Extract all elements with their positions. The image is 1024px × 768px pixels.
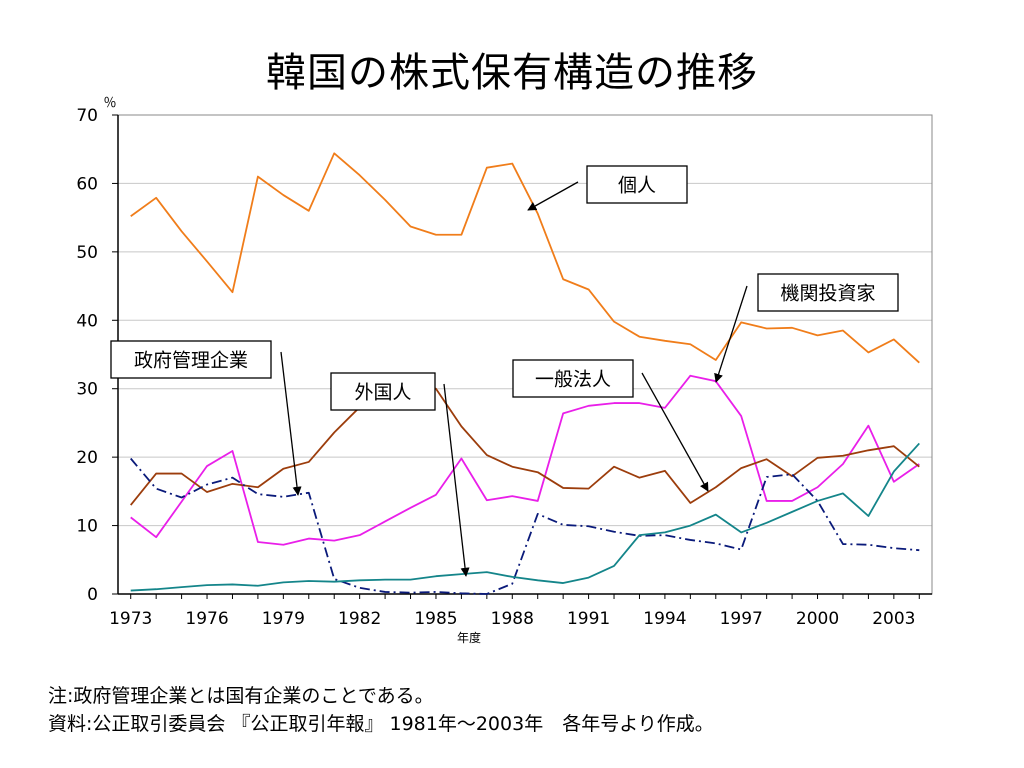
callout-label: 一般法人 <box>535 369 611 391</box>
y-axis-unit: ％ <box>103 96 116 111</box>
series-line-1 <box>130 374 920 546</box>
callout-label: 機関投資家 <box>780 283 875 305</box>
callout-box <box>757 273 899 312</box>
y-tick-label: 40 <box>76 311 98 331</box>
callout-arrow <box>280 351 302 496</box>
x-tick-label: 1994 <box>643 609 686 629</box>
x-tick-label: 1982 <box>338 609 381 629</box>
callout-box <box>586 165 688 204</box>
series-lines <box>130 152 920 595</box>
x-axis-title: 年度 <box>457 630 481 645</box>
series-line-2 <box>130 380 920 506</box>
callout-label: 個人 <box>618 175 656 197</box>
series-line-0 <box>130 152 920 364</box>
x-tick-label: 1976 <box>185 609 228 629</box>
axes: 0 10 20 30 40 50 60 70 1973 1976 1979 1982 1985 1988 1… <box>76 96 932 645</box>
y-tick-label: 10 <box>76 517 98 537</box>
callout-label: 政府管理企業 <box>134 350 248 372</box>
callout-box <box>330 372 436 411</box>
x-tick-label: 1979 <box>262 609 305 629</box>
x-tick-label: 1988 <box>491 609 534 629</box>
callout-arrow <box>527 181 579 211</box>
footnote-definition: 注:政府管理企業とは国有企業のことである。 <box>48 685 434 707</box>
callout-arrow <box>443 383 470 577</box>
callout-box <box>512 359 634 398</box>
callout-label: 外国人 <box>354 382 411 404</box>
callout-box <box>110 340 272 379</box>
footnote-source: 資料:公正取引委員会 『公正取引年報』 1981年～2003年 各年号より作成。 <box>48 713 714 735</box>
y-tick-label: 60 <box>76 174 98 194</box>
y-tick-label: 20 <box>76 448 98 468</box>
slide-title: 韓国の株式保有構造の推移 <box>266 50 758 96</box>
x-tick-label: 1991 <box>567 609 610 629</box>
y-tick-label: 30 <box>76 380 98 400</box>
x-tick-label: 1973 <box>109 609 152 629</box>
x-tick-label: 2000 <box>796 609 839 629</box>
y-tick-label: 70 <box>76 106 98 126</box>
x-tick-label: 1997 <box>720 609 763 629</box>
series-line-4 <box>130 442 920 592</box>
y-tick-label: 50 <box>76 243 98 263</box>
x-tick-label: 1985 <box>414 609 457 629</box>
x-tick-label: 2003 <box>872 609 915 629</box>
callout-arrow <box>641 372 709 492</box>
y-tick-label: 0 <box>87 585 98 605</box>
callout-arrow <box>714 285 748 383</box>
series-line-3 <box>130 457 920 595</box>
